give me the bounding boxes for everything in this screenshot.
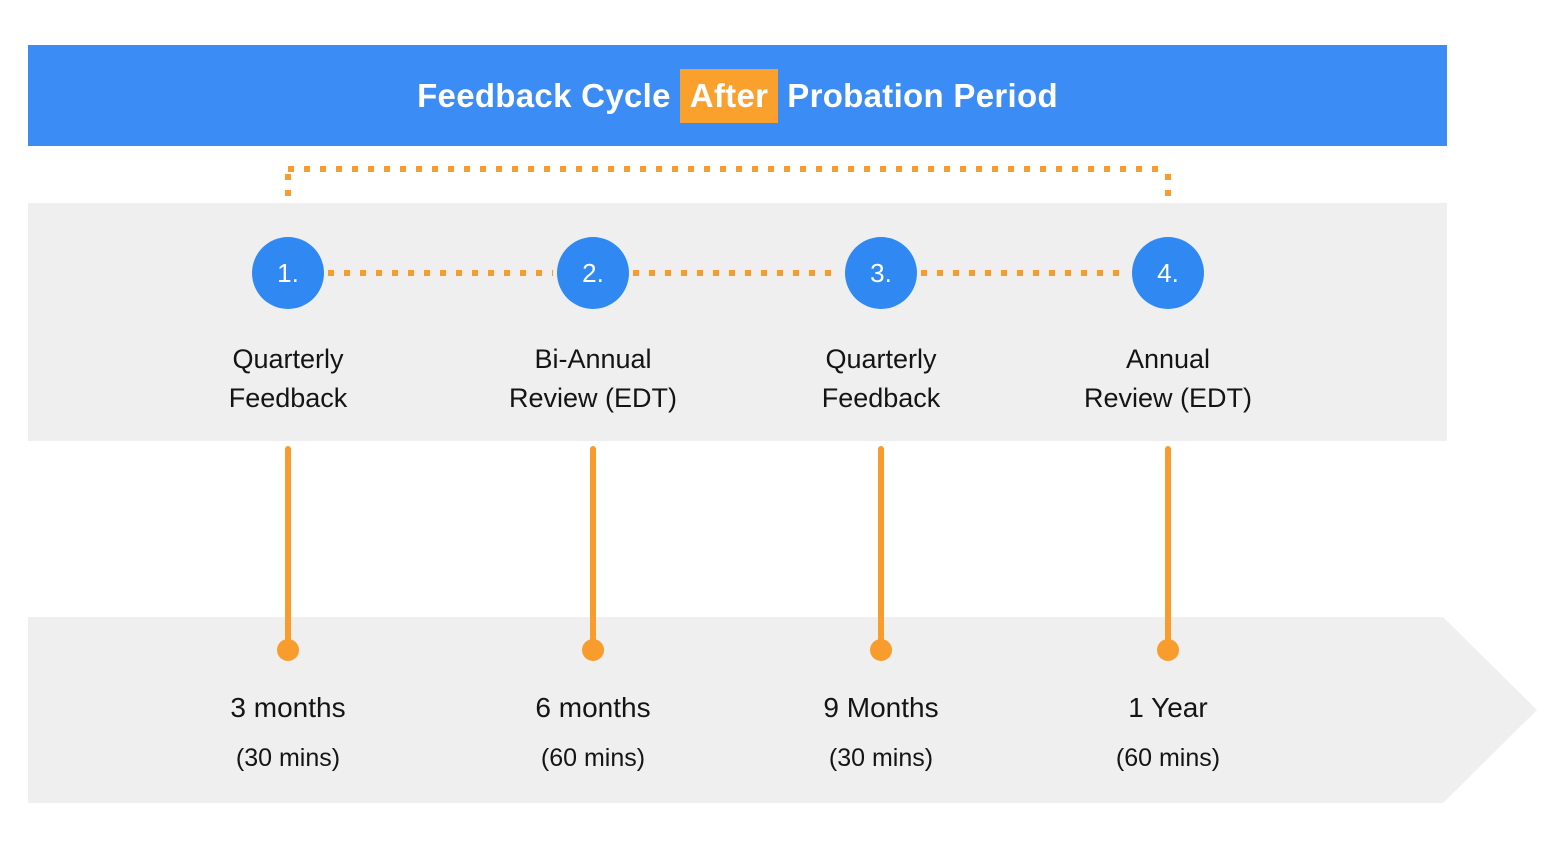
milestone-duration-4: (60 mins): [1115, 744, 1221, 772]
milestone-time-1: 3 months: [230, 692, 346, 723]
timeline-drop-line-4: [1165, 446, 1171, 650]
milestone-circle-3: 3.: [845, 237, 917, 309]
milestone-number: 1.: [277, 257, 299, 288]
timeline-drop-dot-2: [582, 639, 604, 661]
milestone-circle-1: 1.: [252, 237, 324, 309]
title-banner: Feedback Cycle After Probation Period: [28, 45, 1447, 146]
milestone-connector-2-3: [633, 270, 841, 276]
milestone-time-3: 9 Months: [823, 692, 939, 723]
milestone-number: 4.: [1157, 257, 1179, 288]
loopback-connector-left: [285, 174, 291, 216]
timeline-arrow-tip: [1443, 617, 1537, 803]
milestone-duration-3: (30 mins): [828, 744, 934, 772]
milestone-duration-1: (30 mins): [235, 744, 341, 772]
milestone-label-4: Annual Review (EDT): [1083, 344, 1252, 413]
milestones-band: [28, 203, 1447, 441]
timeline-drop-line-1: [285, 446, 291, 650]
timeline-drop-dot-1: [277, 639, 299, 661]
timeline-band: [28, 617, 1443, 803]
milestone-label-1: Quarterly Feedback: [228, 344, 348, 413]
milestone-time-2: 6 months: [535, 692, 651, 723]
title-post: Probation Period: [787, 76, 1058, 114]
milestone-label-2: Bi-Annual Review (EDT): [508, 344, 677, 413]
timeline-drop-line-3: [878, 446, 884, 650]
milestone-circle-2: 2.: [557, 237, 629, 309]
milestone-connector-3-4: [921, 270, 1128, 276]
milestone-number: 3.: [870, 257, 892, 288]
timeline-drop-line-2: [590, 446, 596, 650]
milestone-connector-1-2: [328, 270, 553, 276]
page-title: Feedback Cycle After Probation Period: [417, 68, 1058, 123]
milestone-time-4: 1 Year: [1128, 692, 1208, 723]
timeline-drop-dot-3: [870, 639, 892, 661]
loopback-connector-top: [288, 166, 1168, 172]
milestone-number: 2.: [582, 257, 604, 288]
milestone-circle-4: 4.: [1132, 237, 1204, 309]
title-highlight: After: [679, 68, 779, 123]
title-pre: Feedback Cycle: [417, 76, 671, 114]
timeline-drop-dot-4: [1157, 639, 1179, 661]
milestone-label-3: Quarterly Feedback: [821, 344, 941, 413]
milestone-duration-2: (60 mins): [540, 744, 646, 772]
